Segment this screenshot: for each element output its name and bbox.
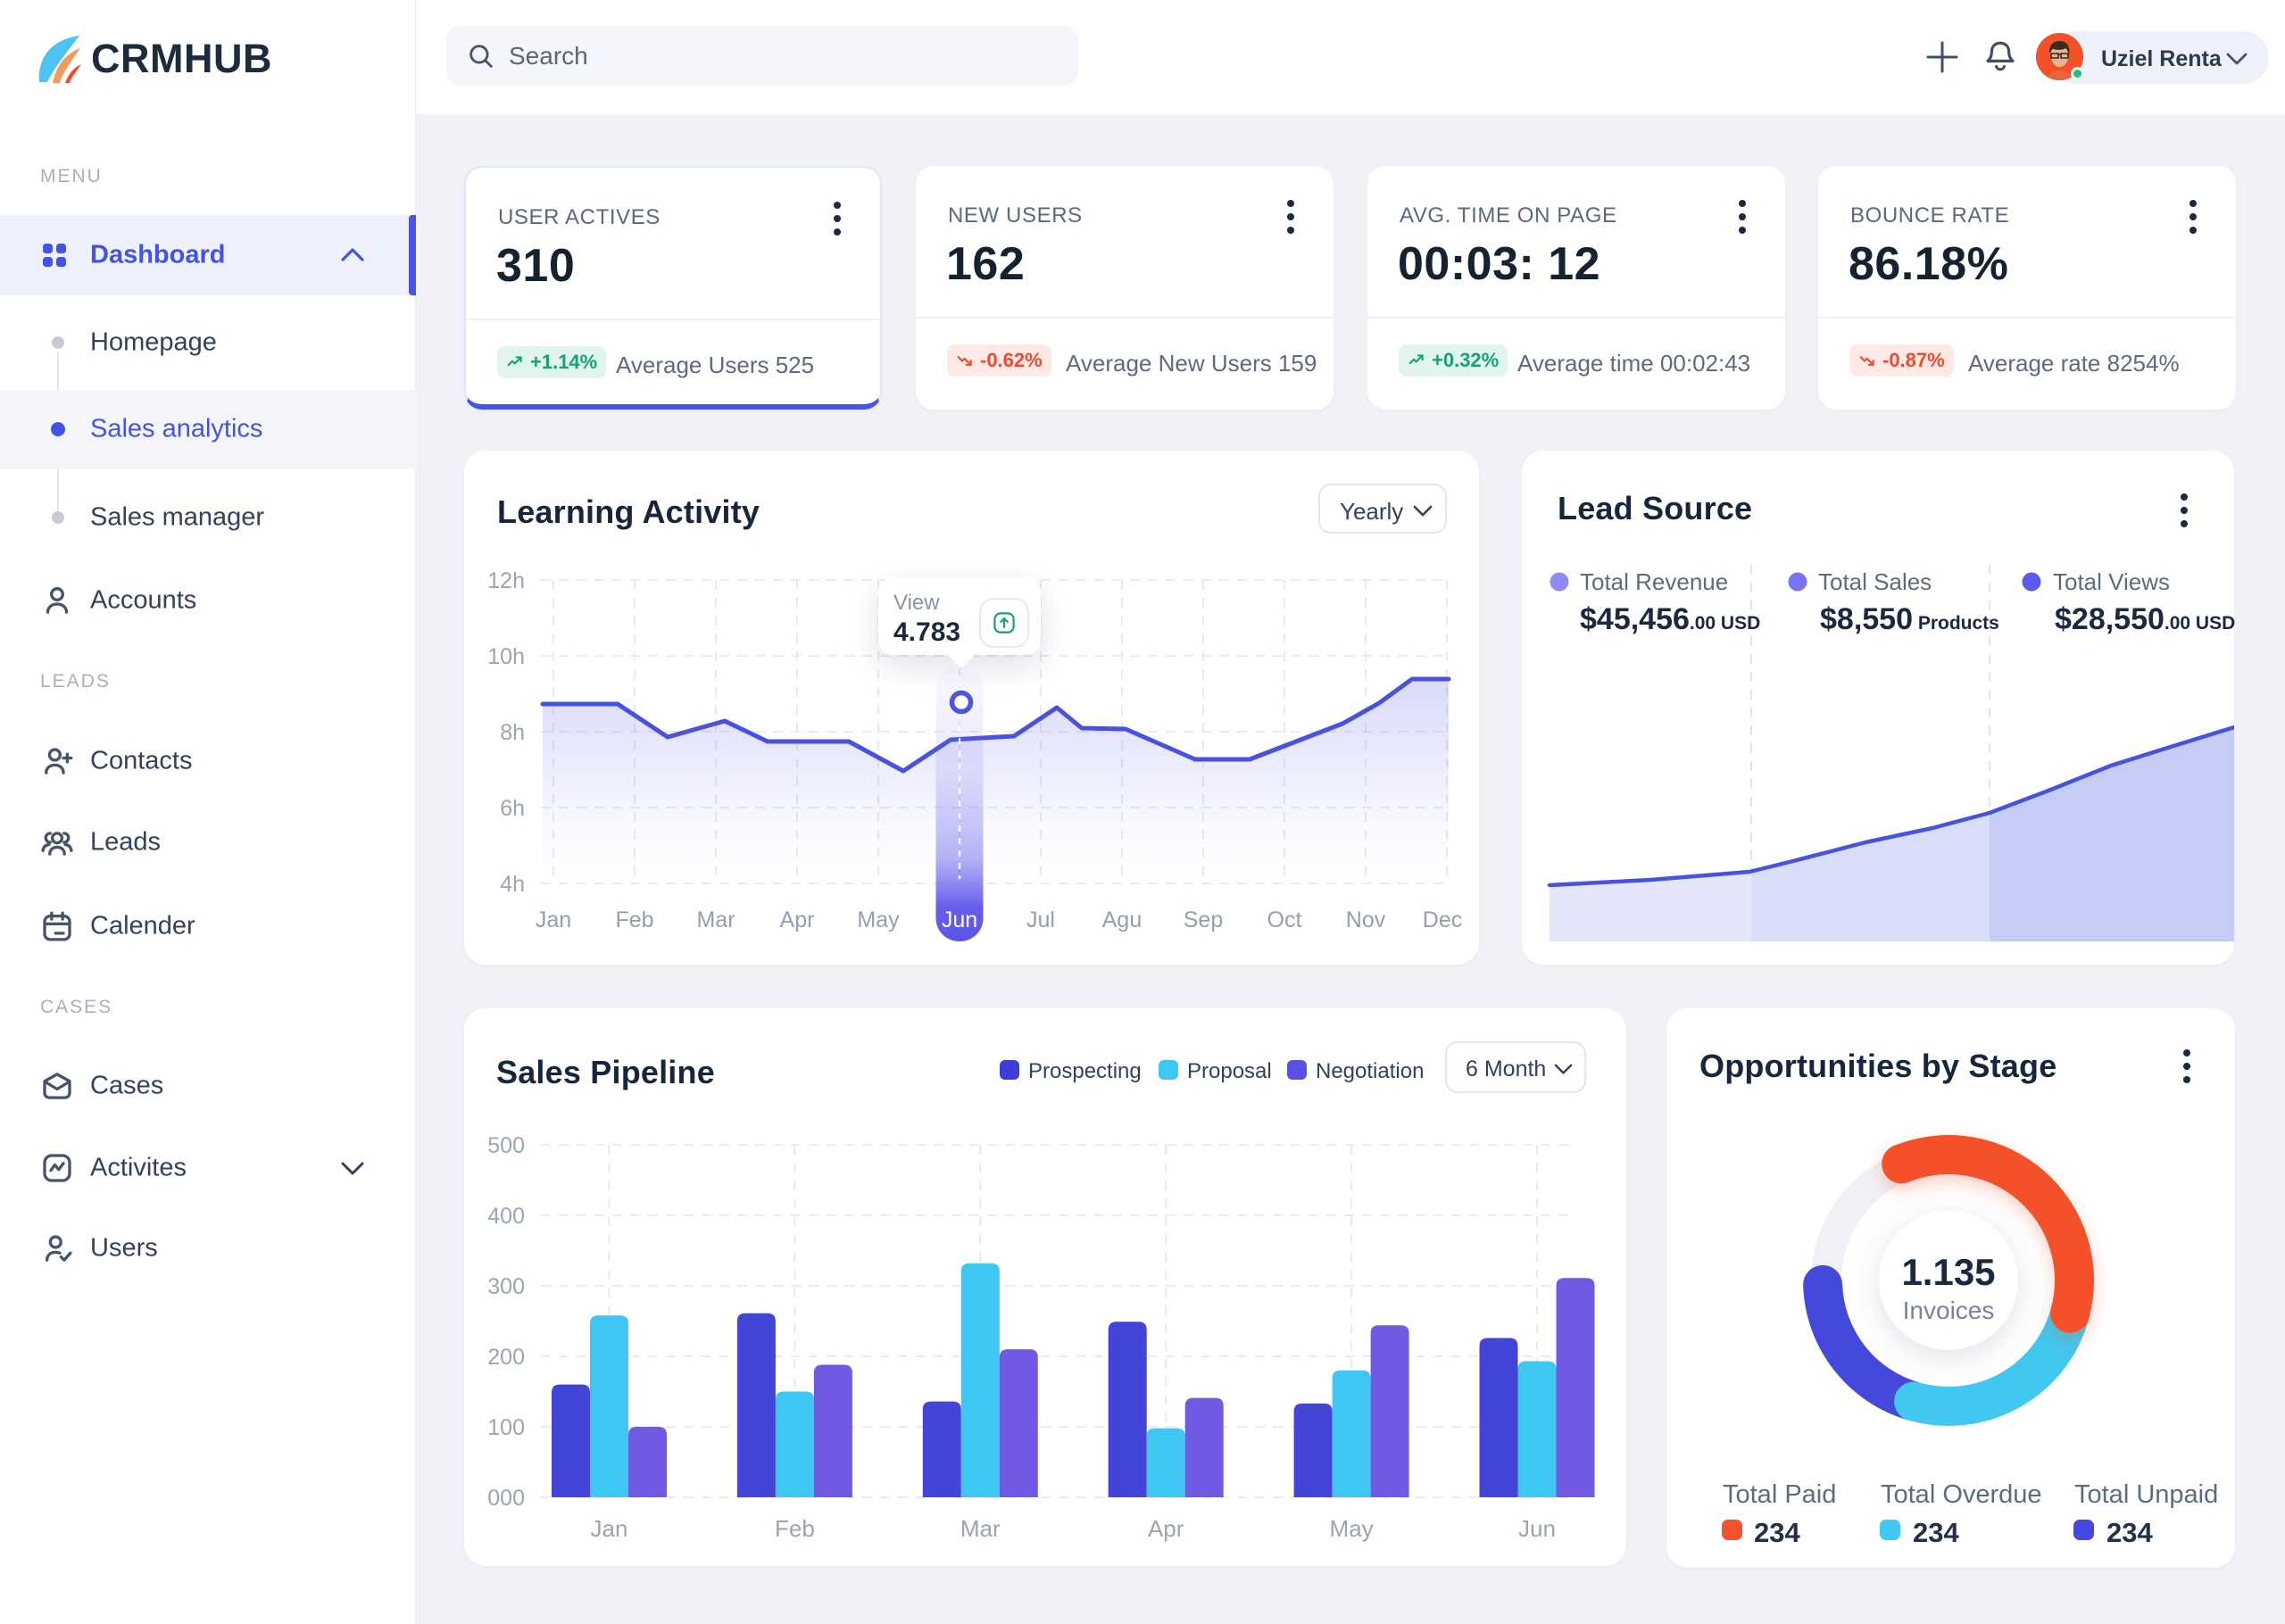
svg-text:Mar: Mar	[960, 1515, 1001, 1542]
svg-text:Agu: Agu	[1102, 907, 1142, 932]
svg-text:Jun: Jun	[1518, 1515, 1556, 1542]
svg-text:100: 100	[487, 1415, 525, 1440]
svg-text:May: May	[1330, 1515, 1374, 1542]
svg-text:Apr: Apr	[1148, 1515, 1184, 1542]
svg-text:500: 500	[487, 1133, 525, 1158]
svg-text:300: 300	[487, 1274, 525, 1299]
svg-text:May: May	[857, 907, 900, 932]
svg-text:8h: 8h	[500, 720, 525, 745]
svg-text:Invoices: Invoices	[1903, 1297, 1995, 1324]
svg-text:4h: 4h	[500, 872, 525, 897]
svg-text:Feb: Feb	[615, 907, 653, 932]
svg-text:Jul: Jul	[1026, 907, 1055, 932]
svg-text:Sep: Sep	[1184, 907, 1223, 932]
svg-text:12h: 12h	[487, 568, 525, 593]
svg-text:Apr: Apr	[780, 907, 815, 932]
svg-text:Oct: Oct	[1267, 907, 1302, 932]
svg-text:Nov: Nov	[1346, 907, 1386, 932]
svg-text:Jan: Jan	[536, 907, 571, 932]
svg-text:Dec: Dec	[1423, 907, 1462, 932]
svg-text:6h: 6h	[500, 796, 525, 821]
svg-text:Jan: Jan	[591, 1515, 628, 1542]
svg-text:Mar: Mar	[696, 907, 735, 932]
svg-text:1.135: 1.135	[1901, 1251, 1995, 1293]
svg-text:Jun: Jun	[942, 907, 977, 932]
svg-text:10h: 10h	[487, 644, 525, 669]
svg-text:400: 400	[487, 1204, 525, 1229]
svg-text:200: 200	[487, 1345, 525, 1370]
svg-text:Feb: Feb	[775, 1515, 815, 1542]
svg-text:000: 000	[487, 1486, 525, 1511]
